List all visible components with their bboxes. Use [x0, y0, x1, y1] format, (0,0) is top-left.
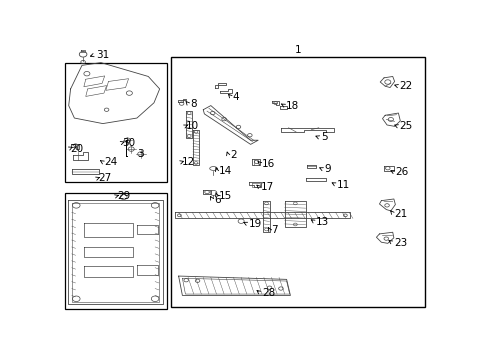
Text: 7: 7 [271, 225, 278, 235]
Text: 31: 31 [96, 50, 109, 60]
Text: 17: 17 [260, 183, 274, 192]
Text: 27: 27 [98, 174, 111, 184]
Text: 8: 8 [189, 99, 196, 109]
Text: 16: 16 [262, 159, 275, 169]
Text: 30: 30 [122, 138, 135, 148]
Text: 2: 2 [229, 150, 236, 161]
Text: 29: 29 [117, 191, 130, 201]
Text: 23: 23 [393, 238, 407, 248]
Text: 25: 25 [399, 121, 412, 131]
Text: 11: 11 [336, 180, 349, 190]
Text: 10: 10 [186, 121, 199, 131]
Text: 12: 12 [181, 157, 195, 167]
Text: 18: 18 [285, 100, 299, 111]
Text: 4: 4 [232, 92, 239, 102]
Text: 21: 21 [394, 209, 407, 219]
Text: 9: 9 [324, 164, 330, 174]
Text: 28: 28 [262, 288, 275, 298]
Text: 15: 15 [218, 191, 231, 201]
Text: 3: 3 [137, 149, 143, 159]
Text: 19: 19 [248, 219, 262, 229]
Text: 1: 1 [294, 45, 301, 55]
Bar [65, 193, 167, 309]
Bar [171, 57, 424, 307]
Bar [65, 63, 167, 182]
Text: 22: 22 [399, 81, 412, 91]
Text: 14: 14 [218, 166, 231, 176]
Text: 26: 26 [395, 167, 408, 177]
Text: 13: 13 [316, 217, 329, 227]
Text: 5: 5 [320, 132, 326, 143]
Text: 24: 24 [104, 157, 118, 167]
Text: 20: 20 [70, 144, 83, 153]
Text: 6: 6 [213, 195, 220, 205]
